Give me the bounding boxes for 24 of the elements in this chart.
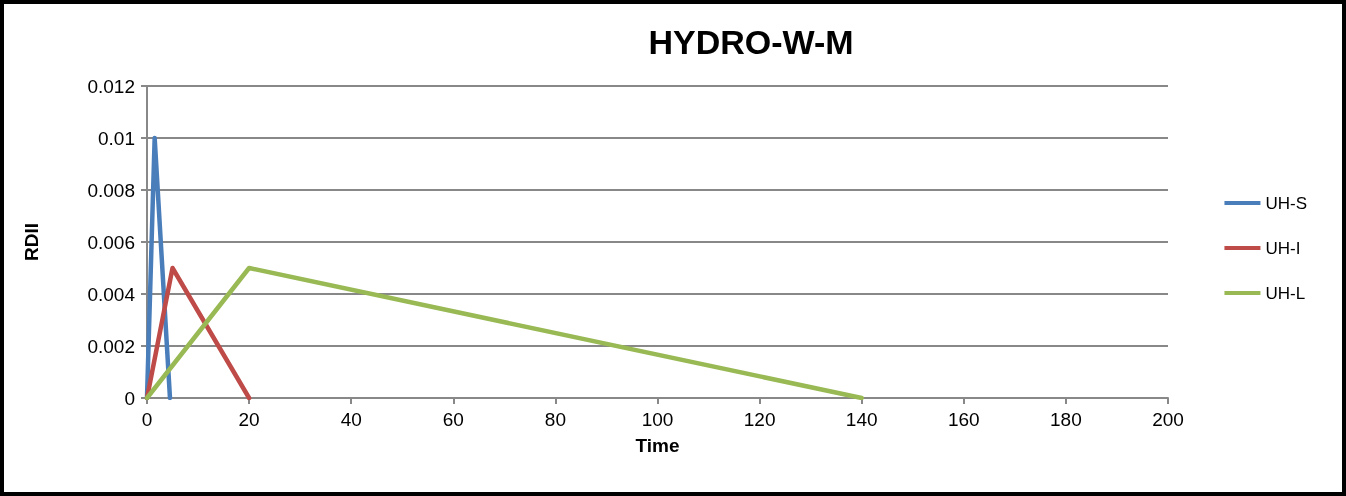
legend-label: UH-I (1265, 238, 1301, 258)
y-axis-title: RDII (21, 223, 42, 261)
x-tick-label: 160 (947, 409, 980, 430)
x-tick-label: 140 (845, 409, 878, 430)
y-tick-label: 0.006 (87, 231, 135, 253)
x-tick-label: 100 (641, 409, 674, 430)
legend-label: UH-L (1265, 283, 1306, 303)
legend-label: UH-S (1265, 193, 1308, 213)
y-tick-label: 0.002 (87, 335, 135, 357)
x-tick-label: 0 (141, 409, 153, 430)
y-tick-label: 0.012 (87, 75, 135, 97)
x-tick-label: 120 (743, 409, 776, 430)
x-tick-label: 200 (1152, 409, 1184, 430)
x-tick-label: 80 (544, 409, 566, 430)
y-tick-label: 0.01 (98, 127, 135, 149)
x-tick-label: 180 (1050, 409, 1082, 430)
y-tick-label: 0 (124, 387, 135, 409)
y-tick-label: 0.004 (87, 283, 136, 305)
x-axis-title: Time (635, 435, 680, 456)
x-tick-label: 60 (442, 409, 464, 430)
x-tick-label: 40 (340, 409, 362, 430)
x-tick-label: 20 (238, 409, 260, 430)
y-tick-label: 0.008 (87, 179, 135, 201)
chart-title: HYDRO-W-M (648, 23, 854, 61)
